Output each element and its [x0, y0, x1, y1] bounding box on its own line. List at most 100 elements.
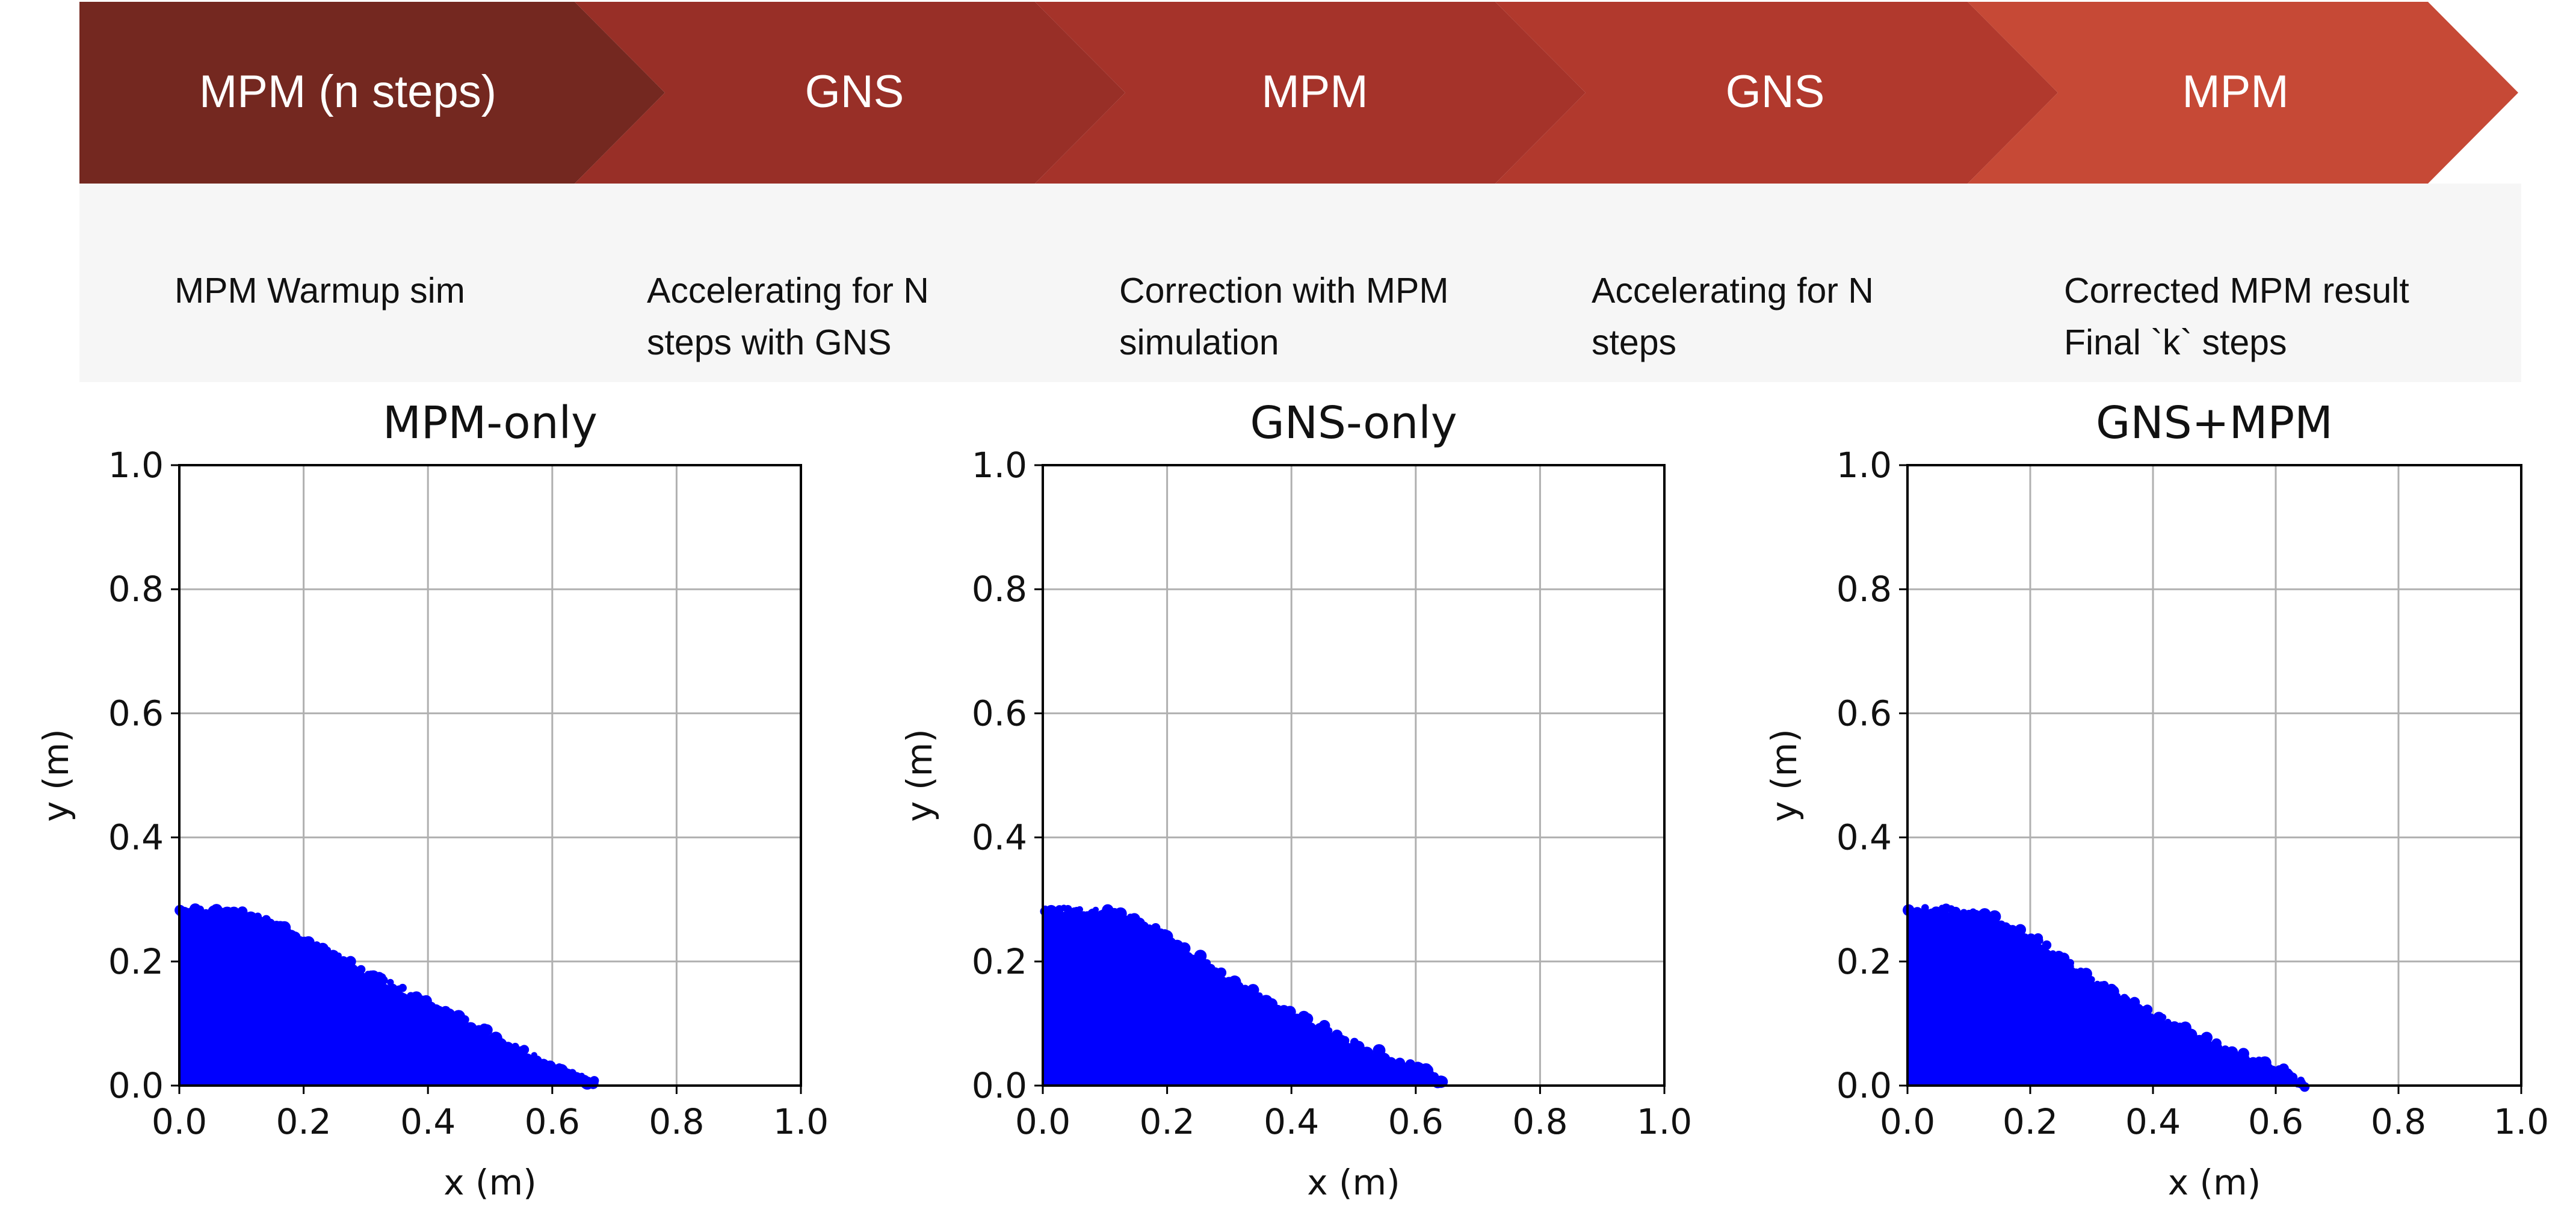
x-tick-label: 0.0	[152, 1101, 207, 1142]
x-tick-label: 0.4	[1264, 1101, 1319, 1142]
y-tick-label: 0.8	[108, 569, 164, 610]
stage-1-description-line-1: MPM Warmup sim	[175, 271, 465, 311]
x-tick-label: 0.4	[2125, 1101, 2181, 1142]
stage-3-description-line-1: Correction with MPM	[1119, 271, 1449, 311]
x-tick-label: 0.6	[2248, 1101, 2303, 1142]
surface-particles	[1040, 904, 1448, 1089]
particle	[1178, 942, 1191, 955]
y-tick-label: 0.0	[1836, 1065, 1892, 1106]
particle	[356, 965, 366, 974]
y-axis-label: y (m)	[899, 729, 940, 822]
y-tick-label: 0.4	[108, 817, 164, 858]
particle	[1215, 967, 1227, 978]
stage-3-arrow	[1035, 2, 1586, 184]
particle	[481, 1024, 493, 1036]
y-tick-label: 0.6	[972, 693, 1027, 734]
particle	[522, 1053, 533, 1065]
stage-3-label: MPM	[1261, 66, 1368, 117]
particle	[1439, 1077, 1447, 1084]
x-tick-label: 0.6	[525, 1101, 580, 1142]
y-axis-label: y (m)	[36, 729, 76, 822]
particle	[335, 952, 342, 959]
stage-5-description-line-2: Final `k` steps	[2064, 323, 2287, 362]
chart-title: GNS-only	[1250, 397, 1457, 449]
particle	[398, 983, 407, 992]
particle	[442, 1008, 456, 1021]
x-tick-label: 0.8	[1512, 1101, 1568, 1142]
surface-particles	[175, 903, 599, 1090]
x-axis-label: x (m)	[2168, 1162, 2261, 1203]
particle	[460, 1015, 469, 1024]
particle	[2036, 937, 2043, 945]
x-tick-label: 0.0	[1880, 1101, 1935, 1142]
y-tick-label: 1.0	[972, 445, 1027, 486]
stage-4-description-line-1: Accelerating for N	[1592, 271, 1874, 311]
particle	[306, 944, 313, 951]
x-tick-label: 0.6	[1388, 1101, 1444, 1142]
axes-frame	[178, 464, 802, 1087]
particle	[2299, 1082, 2310, 1092]
y-tick-label: 0.0	[972, 1065, 1027, 1106]
x-tick-label: 0.0	[1015, 1101, 1070, 1142]
particle	[589, 1076, 599, 1086]
particle	[2015, 924, 2027, 936]
stage-5-description: Corrected MPM result Final `k` steps	[2064, 265, 2409, 368]
stage-4-description-line-2: steps	[1592, 323, 1677, 362]
particle	[2169, 1021, 2180, 1033]
particle	[244, 911, 258, 924]
particle	[2148, 1013, 2155, 1020]
stage-5-label: MPM	[2182, 66, 2288, 117]
y-tick-label: 1.0	[108, 445, 164, 486]
surface-particles	[1903, 903, 2310, 1092]
particle	[2120, 994, 2129, 1003]
x-tick-label: 0.2	[2003, 1101, 2058, 1142]
axes-frame	[1042, 464, 1666, 1087]
particle	[511, 1042, 519, 1051]
particle	[1340, 1036, 1350, 1045]
stage-2-description-line-1: Accelerating for N	[647, 271, 929, 311]
x-axis-label: x (m)	[443, 1162, 537, 1203]
particle	[1988, 910, 2001, 923]
y-tick-label: 0.8	[1836, 569, 1892, 610]
stage-5-arrow	[1968, 2, 2518, 184]
stage-2-description: Accelerating for N steps with GNS	[647, 265, 929, 368]
y-tick-label: 0.4	[1836, 817, 1892, 858]
y-tick-label: 0.6	[108, 693, 164, 734]
chart-1: 0.0 0.2 0.4 0.6 0.8 1.0 0.0 0.2 0.4 0.6 0.8 1.0 MPM-…	[36, 397, 829, 1203]
y-tick-label: 0.2	[1836, 941, 1892, 982]
particle	[345, 956, 356, 967]
stage-3-description-line-2: simulation	[1119, 323, 1279, 362]
x-tick-label: 0.2	[276, 1101, 331, 1142]
chart-title: MPM-only	[383, 397, 598, 449]
y-tick-label: 0.2	[108, 941, 164, 982]
particle	[1325, 1027, 1333, 1034]
pipeline-arrows: MPM (n steps) GNS MPM GNS MPM	[79, 2, 2518, 184]
axes-frame	[1906, 464, 2522, 1087]
y-tick-label: 0.4	[972, 817, 1027, 858]
particle	[2087, 975, 2095, 983]
particle	[1365, 1049, 1373, 1057]
stage-3-description: Correction with MPM simulation	[1119, 265, 1449, 368]
stage-2-arrow	[575, 2, 1125, 184]
x-tick-label: 1.0	[1637, 1101, 1692, 1142]
particle	[2159, 1013, 2167, 1021]
chart-3: 0.0 0.2 0.4 0.6 0.8 1.0 0.0 0.2 0.4 0.6 0.8 1.0 GNS+…	[1764, 397, 2549, 1203]
particle	[1116, 914, 1129, 927]
y-tick-label: 0.0	[108, 1065, 164, 1106]
particle	[1301, 1013, 1314, 1025]
chart-row: 0.0 0.2 0.4 0.6 0.8 1.0 0.0 0.2 0.4 0.6 0.8 1.0 MPM-…	[36, 397, 2549, 1203]
x-tick-label: 1.0	[773, 1101, 829, 1142]
particle	[378, 975, 388, 985]
particle	[399, 993, 408, 1002]
stage-4-description: Accelerating for N steps	[1592, 265, 1874, 368]
chart-title: GNS+MPM	[2096, 397, 2333, 449]
y-tick-label: 0.2	[972, 941, 1027, 982]
particle	[2143, 1006, 2152, 1015]
particle	[386, 983, 398, 995]
y-tick-label: 0.8	[972, 569, 1027, 610]
x-tick-label: 0.2	[1139, 1101, 1194, 1142]
y-axis-label: y (m)	[1764, 729, 1805, 822]
y-tick-label: 0.6	[1836, 693, 1892, 734]
x-tick-label: 0.8	[2371, 1101, 2426, 1142]
